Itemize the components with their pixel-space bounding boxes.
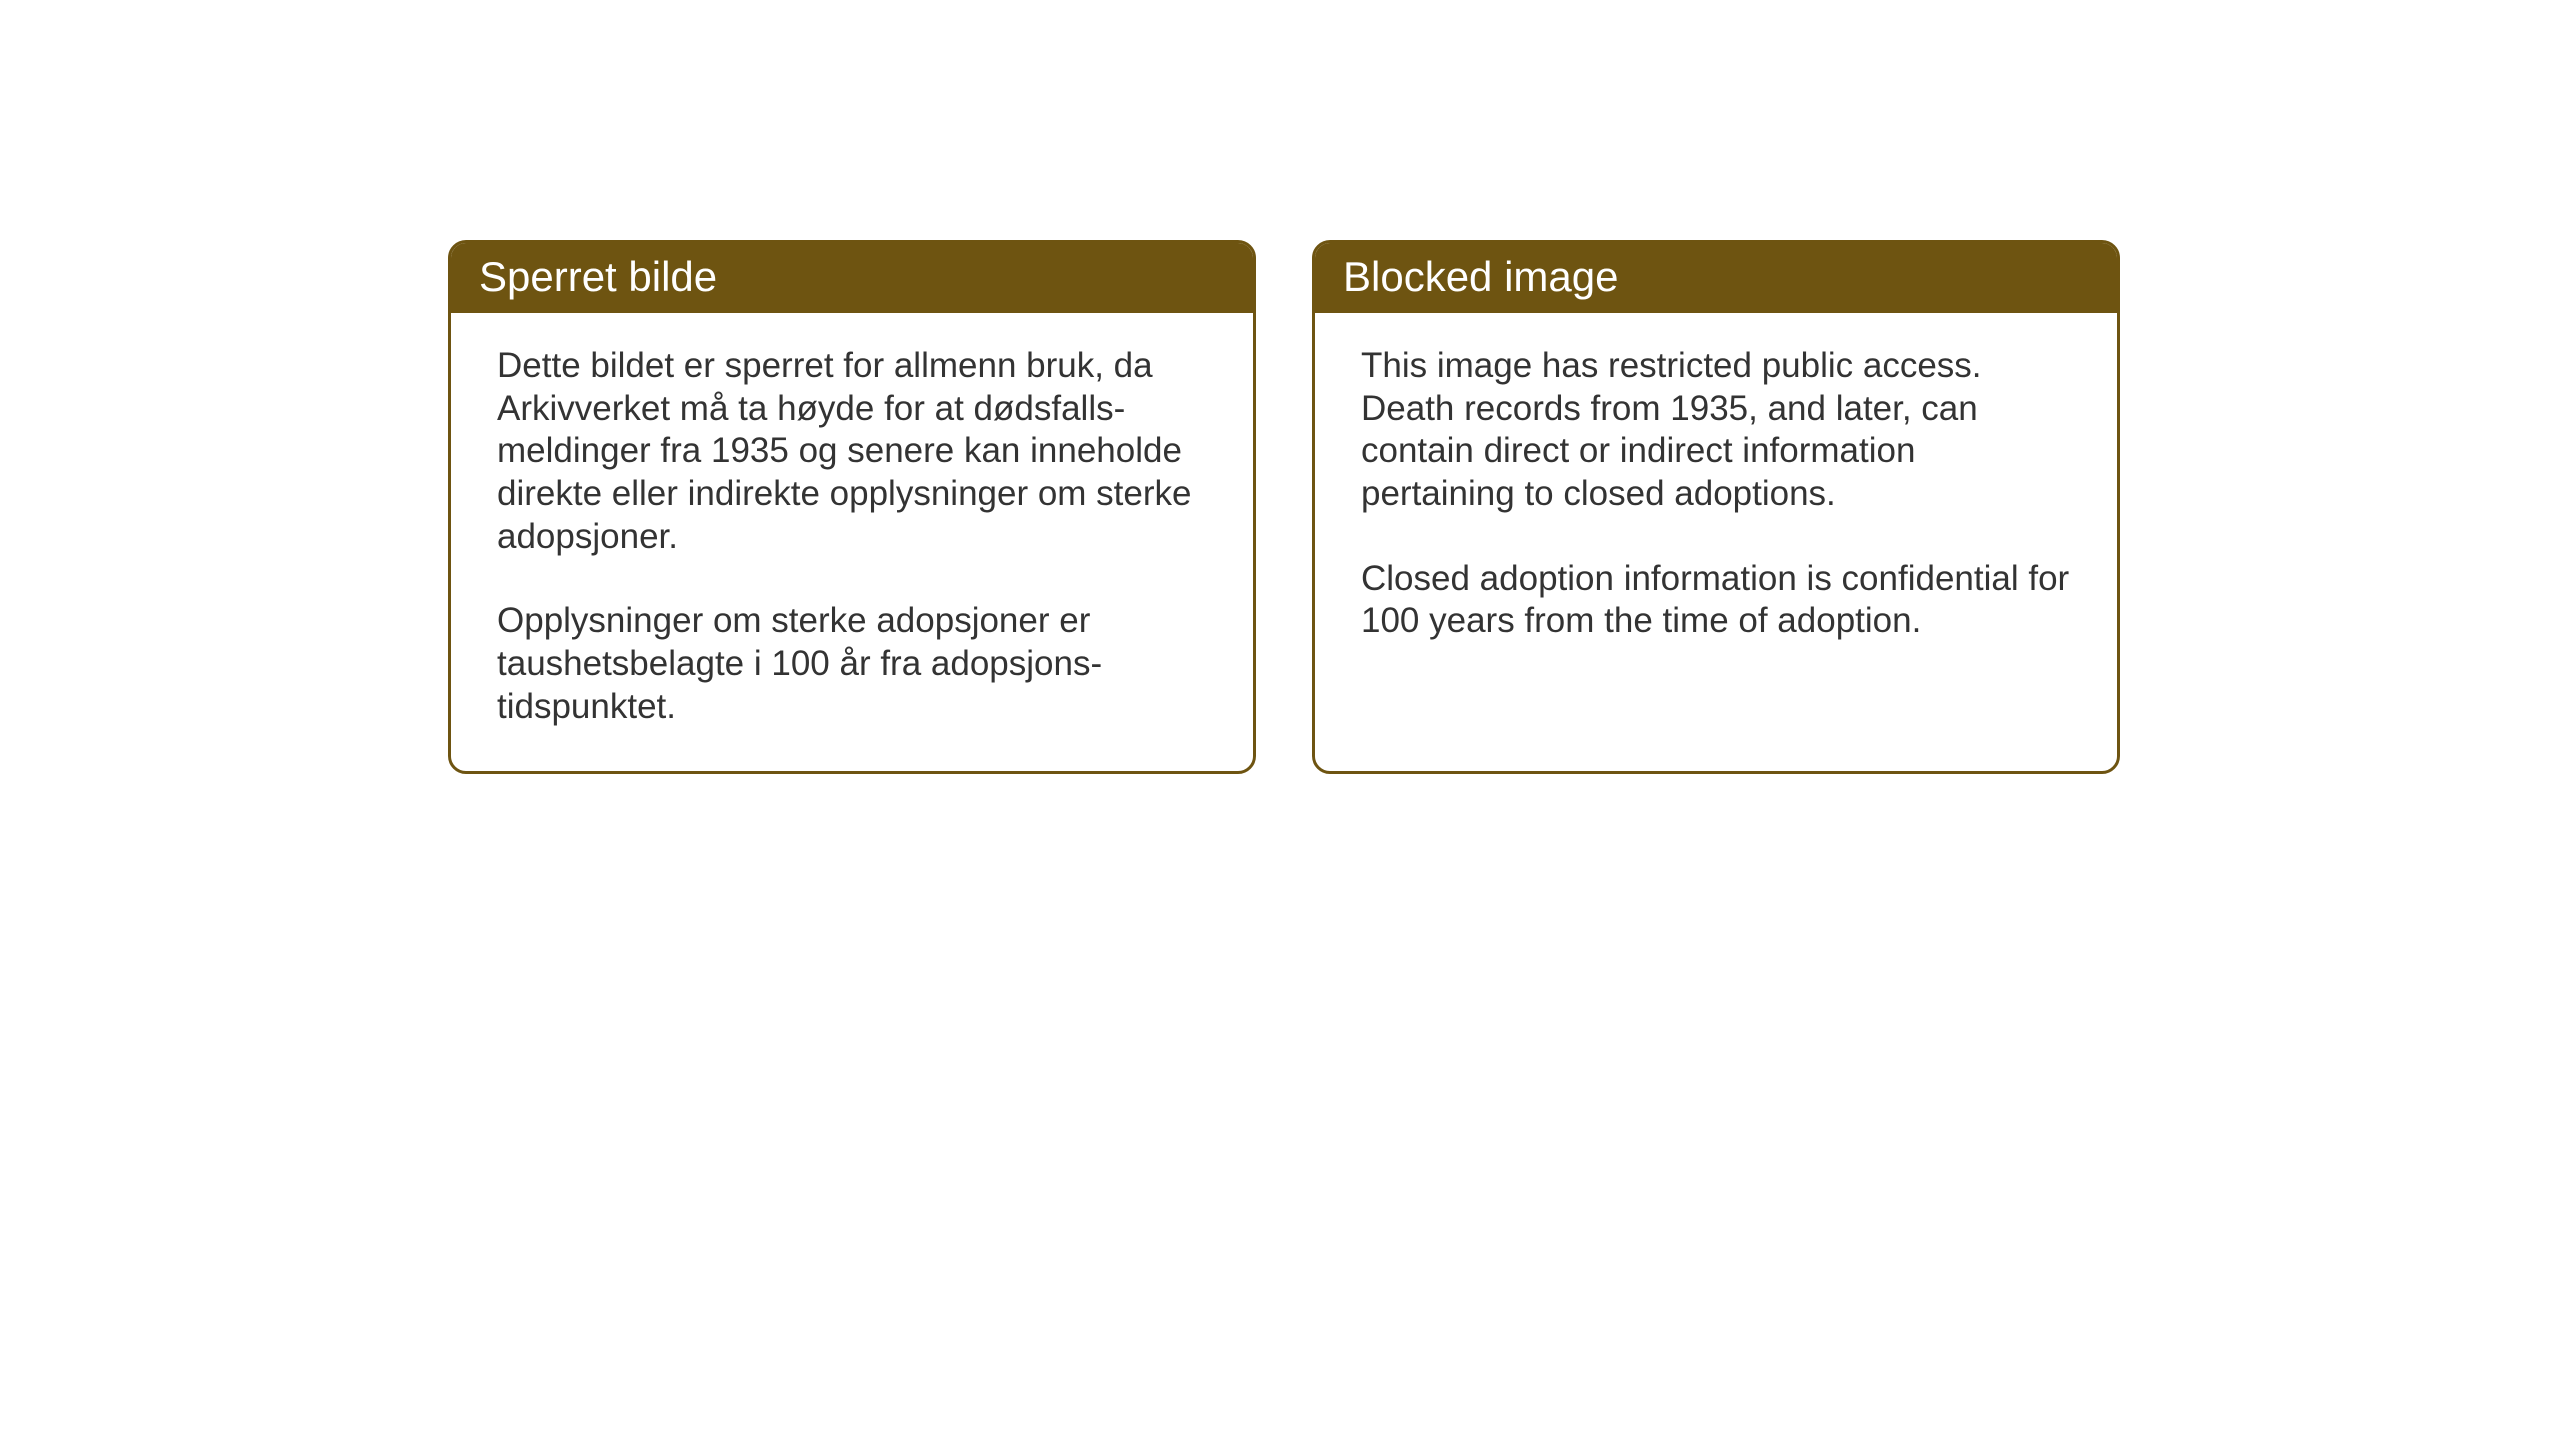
notice-card-english: Blocked image This image has restricted …	[1312, 240, 2120, 774]
notice-paragraph-1-english: This image has restricted public access.…	[1361, 345, 2071, 516]
notice-body-norwegian: Dette bildet er sperret for allmenn bruk…	[451, 313, 1253, 771]
notice-title-norwegian: Sperret bilde	[479, 253, 717, 300]
notice-paragraph-2-norwegian: Opplysninger om sterke adopsjoner er tau…	[497, 600, 1207, 728]
notice-container: Sperret bilde Dette bildet er sperret fo…	[448, 240, 2120, 774]
notice-card-norwegian: Sperret bilde Dette bildet er sperret fo…	[448, 240, 1256, 774]
notice-header-norwegian: Sperret bilde	[451, 243, 1253, 313]
notice-body-english: This image has restricted public access.…	[1315, 313, 2117, 685]
notice-paragraph-2-english: Closed adoption information is confident…	[1361, 558, 2071, 643]
notice-header-english: Blocked image	[1315, 243, 2117, 313]
notice-title-english: Blocked image	[1343, 253, 1618, 300]
notice-paragraph-1-norwegian: Dette bildet er sperret for allmenn bruk…	[497, 345, 1207, 558]
